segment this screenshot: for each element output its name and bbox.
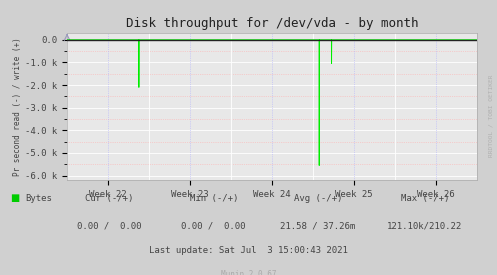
Text: 121.10k/210.22: 121.10k/210.22 (387, 221, 463, 230)
Text: ■: ■ (10, 192, 19, 202)
Text: Last update: Sat Jul  3 15:00:43 2021: Last update: Sat Jul 3 15:00:43 2021 (149, 246, 348, 255)
Text: 0.00 /  0.00: 0.00 / 0.00 (181, 221, 246, 230)
Text: RRDTOOL / TOBI OETIKER: RRDTOOL / TOBI OETIKER (489, 74, 494, 157)
Text: Bytes: Bytes (25, 194, 52, 203)
Text: Munin 2.0.67: Munin 2.0.67 (221, 270, 276, 275)
Text: 0.00 /  0.00: 0.00 / 0.00 (77, 221, 142, 230)
Y-axis label: Pr second read (-) / write (+): Pr second read (-) / write (+) (13, 37, 22, 176)
Text: 21.58 / 37.26m: 21.58 / 37.26m (280, 221, 356, 230)
Title: Disk throughput for /dev/vda - by month: Disk throughput for /dev/vda - by month (126, 17, 418, 31)
Text: Max (-/+): Max (-/+) (401, 194, 449, 203)
Text: Min (-/+): Min (-/+) (189, 194, 238, 203)
Text: Cur (-/+): Cur (-/+) (85, 194, 134, 203)
Text: Avg (-/+): Avg (-/+) (294, 194, 342, 203)
